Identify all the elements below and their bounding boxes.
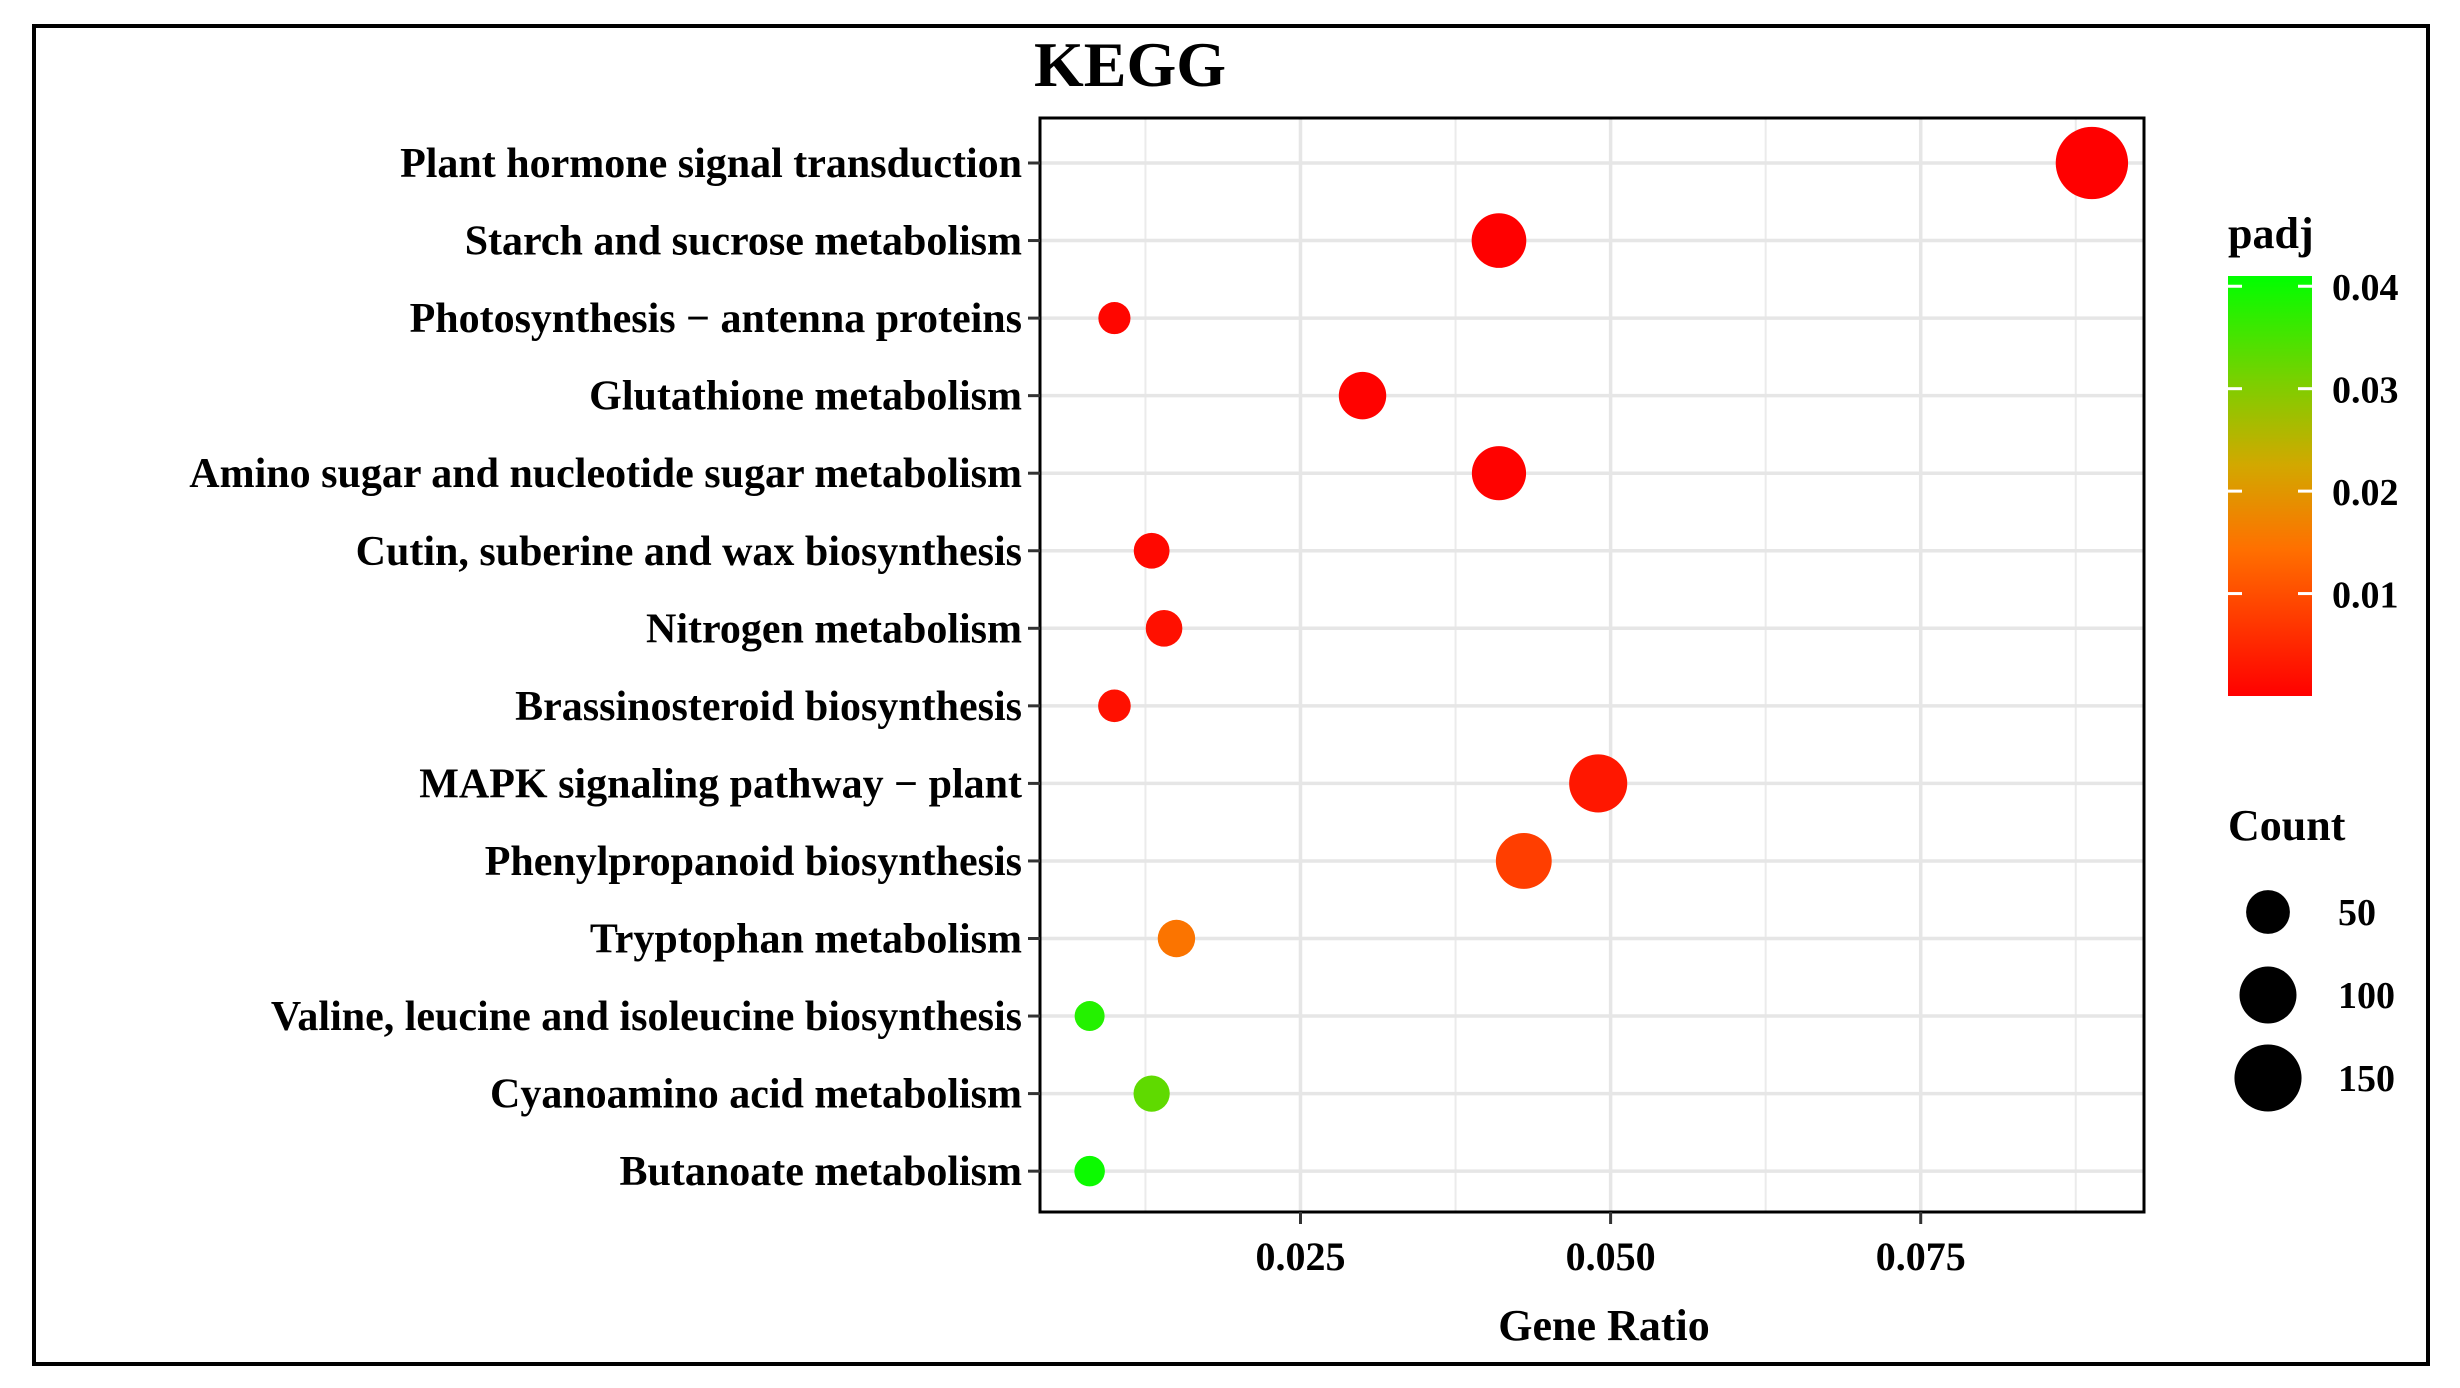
data-point <box>1569 754 1628 813</box>
padj-colorbar-ticks: 0.01 0.02 0.03 0.04 <box>2228 267 2399 617</box>
data-point <box>1074 1155 1105 1187</box>
data-points <box>1074 126 2129 1187</box>
padj-legend-title: padj <box>2228 209 2314 258</box>
count-legend-key <box>2234 1044 2302 1112</box>
x-axis-title: Gene Ratio <box>1498 1301 1709 1350</box>
count-legend-label: 100 <box>2338 975 2395 1017</box>
data-point <box>1471 213 1527 268</box>
data-point <box>2055 126 2129 200</box>
count-size-legend: Count 50 100 150 <box>2228 801 2395 1112</box>
data-point <box>1157 919 1196 958</box>
count-legend-key <box>2246 890 2290 934</box>
data-point <box>1133 1075 1170 1112</box>
plot-panel-border <box>1038 116 2146 1214</box>
count-legend-title: Count <box>2228 801 2346 850</box>
data-point <box>1145 609 1183 647</box>
data-point <box>1338 371 1387 420</box>
y-axis-label: Amino sugar and nucleotide sugar metabol… <box>189 451 1022 497</box>
colorbar-tick-label: 0.03 <box>2332 370 2399 412</box>
data-point <box>1495 833 1552 889</box>
count-legend-key <box>2239 966 2297 1024</box>
x-axis-tick-label: 0.075 <box>1876 1234 1966 1279</box>
y-axis-label: Tryptophan metabolism <box>590 917 1022 963</box>
grid-lines <box>1040 118 2144 1212</box>
y-axis-label: Plant hormone signal transduction <box>400 141 1022 187</box>
x-axis-ticks: 0.025 0.050 0.075 <box>1255 1212 1966 1279</box>
y-axis-ticks <box>1028 161 1040 1173</box>
plot-panel-background <box>1040 118 2144 1212</box>
colorbar-tick-label: 0.01 <box>2332 575 2399 617</box>
y-axis-label: Cutin, suberine and wax biosynthesis <box>356 529 1022 575</box>
y-axis-label: MAPK signaling pathway − plant <box>419 761 1022 807</box>
y-axis-label: Glutathione metabolism <box>589 374 1022 420</box>
colorbar-tick-label: 0.02 <box>2332 472 2399 514</box>
x-axis-tick-label: 0.050 <box>1566 1234 1656 1279</box>
count-legend-label: 50 <box>2338 892 2376 934</box>
padj-color-legend: padj 0.01 0.02 0.03 0.04 <box>2228 209 2399 696</box>
data-point <box>1133 532 1170 569</box>
count-size-legend-keys: 50 100 150 <box>2234 890 2395 1112</box>
count-legend-label: 150 <box>2338 1058 2395 1100</box>
y-axis-label: Brassinosteroid biosynthesis <box>515 684 1022 730</box>
y-axis-label: Phenylpropanoid biosynthesis <box>485 839 1022 885</box>
y-axis-label: Butanoate metabolism <box>620 1149 1023 1195</box>
padj-colorbar <box>2228 276 2312 696</box>
y-axis-label: Valine, leucine and isoleucine biosynthe… <box>271 994 1022 1040</box>
y-axis-label: Cyanoamino acid metabolism <box>490 1072 1022 1118</box>
data-point <box>1098 302 1131 335</box>
data-point <box>1098 689 1131 723</box>
y-axis-label: Photosynthesis − antenna proteins <box>410 296 1022 342</box>
colorbar-tick-label: 0.04 <box>2332 267 2399 309</box>
data-point <box>1471 446 1527 501</box>
y-axis-labels: Plant hormone signal transduction Starch … <box>189 141 1022 1195</box>
data-point <box>1074 1001 1105 1032</box>
y-axis-label: Starch and sucrose metabolism <box>465 219 1022 265</box>
chart-title: KEGG <box>1034 29 1226 100</box>
x-axis-tick-label: 0.025 <box>1255 1234 1345 1279</box>
y-axis-label: Nitrogen metabolism <box>646 606 1022 652</box>
